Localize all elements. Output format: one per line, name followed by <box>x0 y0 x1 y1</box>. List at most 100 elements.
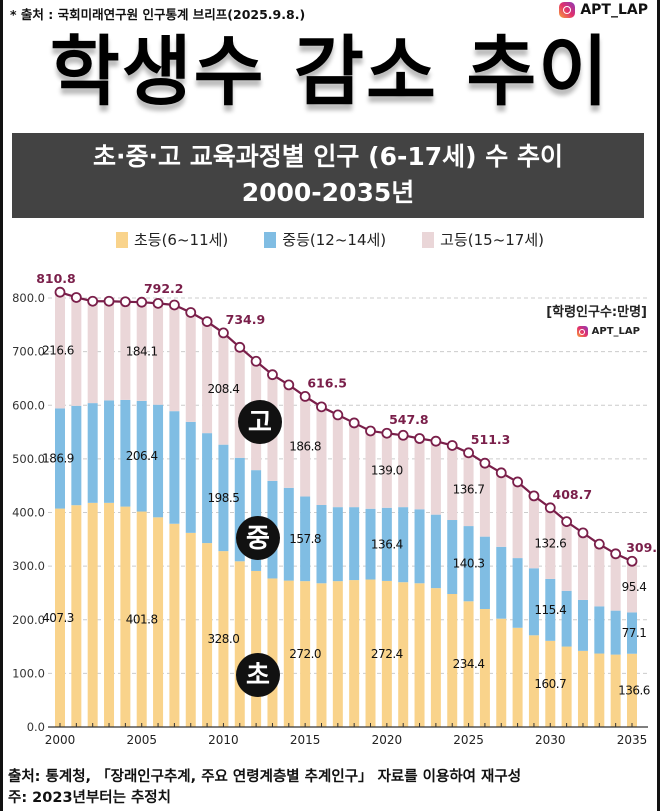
bar-segment-high <box>283 384 294 488</box>
x-tick-label: 2015 <box>290 733 321 747</box>
badge-circle <box>236 653 280 697</box>
legend-label: 초등(6~11세) <box>133 231 229 249</box>
segment-value-label: 208.4 <box>207 382 239 396</box>
bar-segment-elementary <box>414 583 425 727</box>
total-value-label: 734.9 <box>226 312 266 327</box>
bar-segment-elementary <box>234 561 245 727</box>
bar-segment-middle <box>87 403 98 503</box>
bar-segment-elementary <box>185 532 196 727</box>
legend-label: 고등(15~17세) <box>440 231 545 249</box>
segment-value-label: 216.6 <box>42 343 74 357</box>
bar-segment-middle <box>610 610 621 655</box>
bar-segment-high <box>316 406 327 505</box>
chart-title-line1: 초·중·고 교육과정별 인구 (6-17세) 수 추이 <box>93 142 563 171</box>
bar-segment-middle <box>300 496 311 582</box>
bar-segment-elementary <box>479 609 490 727</box>
bar-segment-middle <box>349 507 360 581</box>
total-point <box>446 440 458 451</box>
total-point <box>234 341 246 353</box>
bar-segment-middle <box>365 508 376 580</box>
y-tick-label: 600.0 <box>12 398 45 412</box>
bar-segment-middle <box>185 421 196 533</box>
bar-segment-high <box>479 463 490 537</box>
bar-segment-elementary <box>136 511 147 727</box>
total-point <box>103 295 115 307</box>
y-tick-label: 700.0 <box>12 345 45 359</box>
total-point <box>316 401 327 413</box>
total-point <box>267 369 278 381</box>
x-tick-label: 2025 <box>453 733 484 747</box>
bar-segment-elementary <box>463 601 474 727</box>
bar-segment-high <box>332 414 343 508</box>
bar-segment-elementary <box>87 502 98 727</box>
badge-circle <box>238 400 282 444</box>
bar-segment-elementary <box>332 581 343 727</box>
bar-segment-high <box>120 301 131 400</box>
bar-segment-middle <box>283 487 294 581</box>
bar-segment-elementary <box>218 551 229 727</box>
bar-segment-elementary <box>528 635 539 727</box>
total-point <box>561 516 573 528</box>
segment-value-label: 234.4 <box>453 657 485 671</box>
bar-segment-high <box>430 441 441 515</box>
total-point <box>70 292 82 303</box>
total-point <box>185 307 197 318</box>
brand-label: APT_LAP <box>580 2 648 18</box>
badge-circle <box>236 516 280 560</box>
bar-segment-elementary <box>283 580 294 727</box>
total-point <box>250 355 262 367</box>
segment-value-label: 198.5 <box>207 491 239 505</box>
bar-segment-high <box>185 312 196 422</box>
bar-segment-elementary <box>577 650 588 727</box>
bar-segment-high <box>561 521 572 591</box>
bar-segment-high <box>447 445 458 521</box>
segment-value-label: 139.0 <box>371 464 403 478</box>
bar-segment-high <box>577 532 588 600</box>
bar-segment-elementary <box>55 508 65 727</box>
bar-segment-high <box>300 396 311 497</box>
bar-segment-middle <box>479 536 490 610</box>
bar-segment-middle <box>414 509 425 584</box>
total-value-label: 616.5 <box>307 375 347 390</box>
bar-segment-elementary <box>496 618 507 727</box>
bar-segment-middle <box>381 507 392 581</box>
total-point <box>365 425 376 437</box>
bar-segment-high <box>381 433 392 508</box>
page-title: 학생수 감소 추이 <box>49 27 611 116</box>
y-tick-label: 200.0 <box>12 613 45 627</box>
bar-segment-middle <box>545 578 556 641</box>
bar-segment-high <box>594 544 605 607</box>
total-point <box>528 490 540 502</box>
total-point <box>463 447 474 459</box>
bar-segment-elementary <box>349 580 360 727</box>
segment-value-label: 132.6 <box>534 536 566 550</box>
total-point <box>626 555 638 567</box>
total-point <box>283 379 295 391</box>
instagram-icon <box>576 326 588 337</box>
bar-segment-high <box>87 301 98 404</box>
legend-item-middle: 중등(12~14세) <box>264 230 386 250</box>
bar-segment-middle <box>316 504 327 584</box>
bar-segment-high <box>218 332 229 445</box>
bar-segment-middle <box>104 400 115 503</box>
total-value-label: 309.1 <box>626 540 660 555</box>
total-point <box>136 296 148 308</box>
segment-value-label: 136.4 <box>371 537 403 551</box>
bar-segment-middle <box>332 507 343 582</box>
segment-value-label: 272.4 <box>371 647 403 661</box>
bar-segment-high <box>496 472 507 547</box>
bar-segment-elementary <box>104 502 115 727</box>
bar-segment-middle <box>561 590 572 647</box>
bar-segment-elementary <box>169 523 180 727</box>
bar-segment-high <box>55 292 65 409</box>
bar-segment-elementary <box>545 640 556 727</box>
bar-segment-elementary <box>398 582 409 727</box>
bar-segment-elementary <box>610 654 621 727</box>
bar-segment-middle <box>234 457 245 562</box>
legend-label: 중등(12~14세) <box>282 231 387 249</box>
total-point <box>577 527 589 539</box>
instagram-icon <box>559 2 576 18</box>
legend-swatch <box>264 232 277 248</box>
y-tick-label: 100.0 <box>12 666 45 680</box>
